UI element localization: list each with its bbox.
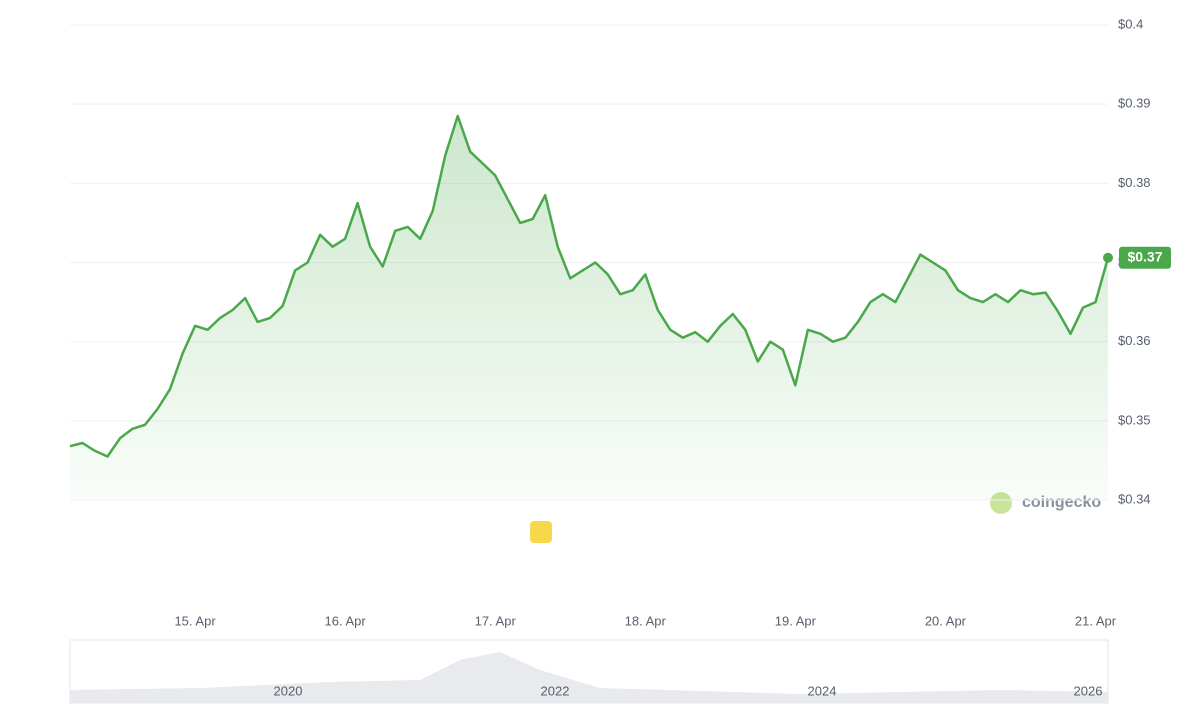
navigator-label: 2020 (274, 683, 303, 698)
y-tick-label: $0.34 (1118, 491, 1151, 506)
x-tick-label: 21. Apr (1075, 613, 1117, 628)
x-tick-label: 17. Apr (475, 613, 517, 628)
y-tick-label: $0.4 (1118, 16, 1143, 31)
navigator-label: 2024 (808, 683, 837, 698)
last-point (1103, 252, 1113, 263)
x-tick-label: 20. Apr (925, 613, 967, 628)
y-tick-label: $0.36 (1118, 333, 1151, 348)
event-marker[interactable] (530, 521, 552, 543)
y-tick-label: $0.39 (1118, 96, 1151, 111)
x-tick-label: 15. Apr (174, 613, 216, 628)
y-tick-label: $0.38 (1118, 175, 1151, 190)
navigator-label: 2026 (1074, 683, 1103, 698)
x-tick-label: 16. Apr (325, 613, 367, 628)
area (70, 116, 1108, 500)
price-badge (1119, 246, 1171, 269)
navigator-label: 2022 (541, 683, 570, 698)
y-tick-label: $0.35 (1118, 412, 1151, 427)
navigator-area (70, 652, 1108, 703)
price-label: $0.37 (1127, 248, 1162, 264)
price-line (69, 114, 1110, 458)
x-tick-label: 18. Apr (625, 613, 667, 628)
x-tick-label: 19. Apr (775, 613, 817, 628)
